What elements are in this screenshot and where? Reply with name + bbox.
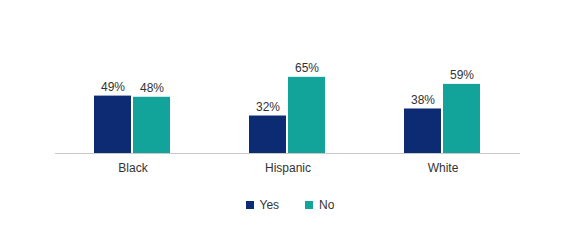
html-text:Yes: Yes — [259, 198, 280, 212]
svg-text:38%: 38% — [411, 93, 435, 107]
svg-text:32%: 32% — [256, 100, 280, 114]
svg-text:59%: 59% — [450, 68, 474, 82]
svg-text:65%: 65% — [295, 61, 319, 75]
svg-text:49%: 49% — [101, 80, 125, 94]
svg-text:Black: Black — [118, 161, 148, 175]
svg-text:Hispanic: Hispanic — [265, 161, 311, 175]
svg-text:48%: 48% — [140, 81, 164, 95]
svg-text:White: White — [428, 161, 459, 175]
html-text:No: No — [319, 198, 335, 212]
